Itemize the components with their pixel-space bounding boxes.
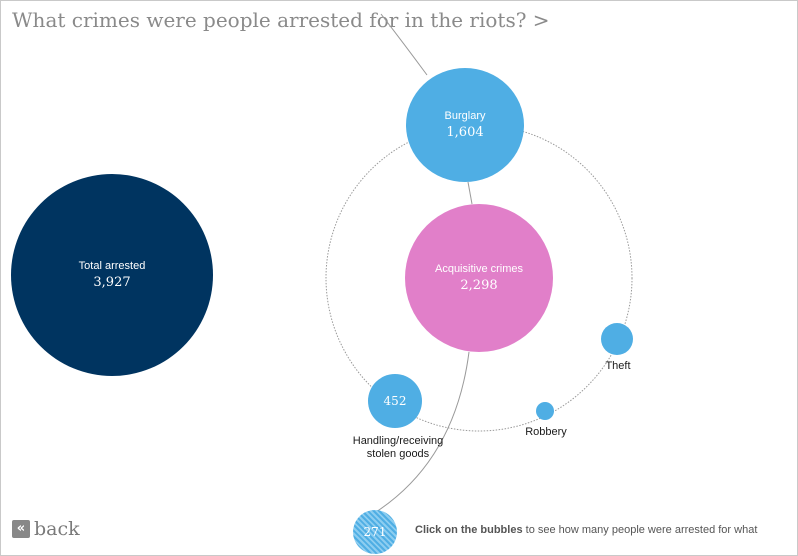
bubble-label-robbery: Robbery: [525, 426, 567, 438]
instruction-bold: Click on the bubbles: [415, 524, 523, 536]
bubble-value: 271: [363, 524, 387, 539]
bubble-theft[interactable]: [601, 323, 633, 355]
instruction-text: Click on the bubbles to see how many peo…: [415, 524, 757, 536]
bubble-total-arrested[interactable]: Total arrested 3,927: [11, 174, 213, 376]
bubble-label: Acquisitive crimes: [434, 263, 524, 275]
bubble-acquisitive-crimes[interactable]: Acquisitive crimes 2,298: [405, 204, 553, 352]
double-chevron-left-icon: «: [12, 520, 30, 538]
burglary-link-line: [467, 181, 473, 205]
bubble-label: Burglary: [444, 110, 486, 122]
bubble-value: 1,604: [446, 125, 484, 140]
bubble-value: 2,298: [460, 278, 498, 293]
bubble-value: 452: [383, 393, 407, 408]
page-title[interactable]: What crimes were people arrested for in …: [12, 8, 550, 32]
parent-link-line: [380, 13, 428, 76]
back-button[interactable]: « back: [12, 518, 80, 540]
child-link-line: [375, 351, 470, 513]
bubble-271[interactable]: 271: [353, 510, 397, 554]
bubble-robbery[interactable]: [536, 402, 554, 420]
bubble-handling-stolen-goods[interactable]: 452: [368, 374, 422, 428]
back-label: back: [34, 518, 80, 540]
bubble-label: Total arrested: [78, 260, 146, 272]
bubble-label-handling: Handling/receiving stolen goods: [352, 435, 444, 460]
bubble-burglary[interactable]: Burglary 1,604: [406, 68, 524, 182]
bubble-value: 3,927: [93, 275, 131, 290]
instruction-rest: to see how many people were arrested for…: [522, 524, 758, 536]
bubble-label-theft: Theft: [605, 360, 631, 372]
